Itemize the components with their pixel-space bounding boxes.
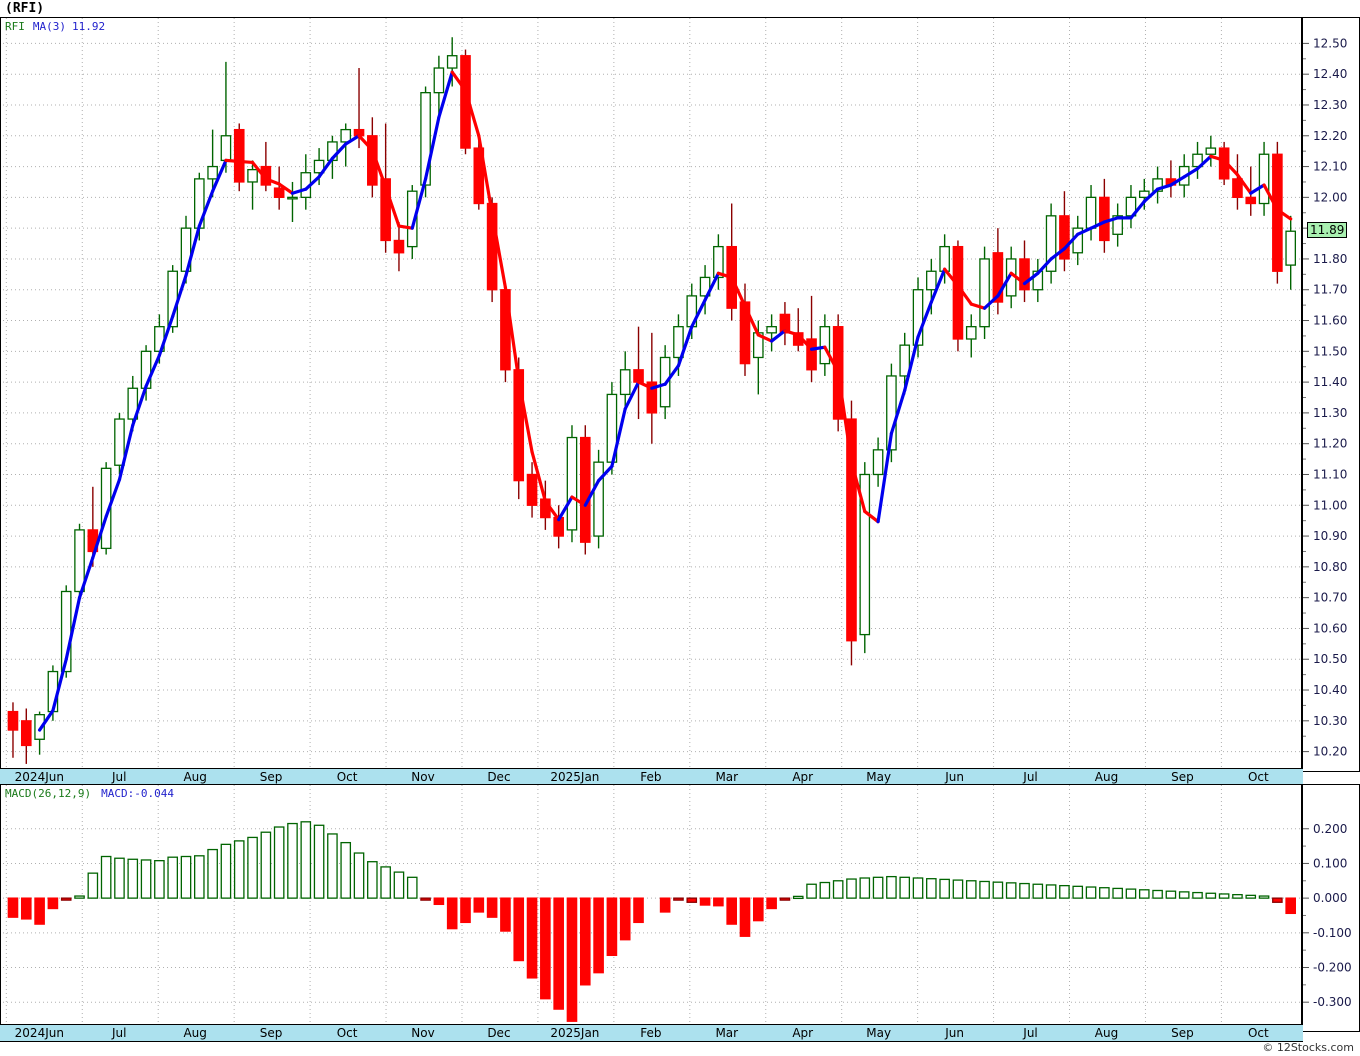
svg-text:11.50: 11.50 [1313,344,1347,358]
date-axis-label: Jun [945,1026,964,1040]
date-axis-label: Oct [336,770,358,784]
svg-text:-0.300: -0.300 [1313,995,1352,1009]
svg-text:12.20: 12.20 [1313,129,1347,143]
svg-text:10.70: 10.70 [1313,591,1347,605]
svg-text:12.50: 12.50 [1313,36,1347,50]
date-axis-label: Oct [1247,1026,1269,1040]
macd-histogram-plot[interactable]: 0.200 0.100 0.000 -0.100 -0.200 -0.300 [1,785,1359,1031]
svg-text:10.50: 10.50 [1313,652,1347,666]
date-axis-label: Sep [259,1026,283,1040]
macd-legend-value: MACD:-0.044 [101,787,174,800]
svg-text:11.60: 11.60 [1313,314,1347,328]
date-axis-label: Sep [259,770,283,784]
svg-text:10.80: 10.80 [1313,560,1347,574]
svg-text:10.20: 10.20 [1313,745,1347,759]
date-axis-label: 2025Jan [550,770,600,784]
date-axis-label: Jul [1023,1026,1038,1040]
date-axis-label: Apr [792,770,814,784]
date-axis-label: Mar [715,1026,739,1040]
date-axis-label: Apr [792,1026,814,1040]
svg-text:12.10: 12.10 [1313,160,1347,174]
svg-text:11.80: 11.80 [1313,252,1347,266]
date-axis-top: 2024Jun Jul Aug Sep Oct Nov Dec 2025Jan Feb Mar Ap… [0,768,1303,786]
date-axis-label: Nov [411,1026,435,1040]
date-axis-label: 2024Jun [14,770,64,784]
current-price-badge: 11.89 [1307,222,1348,239]
macd-legend: MACD(26,12,9) MACD:-0.044 [5,787,174,800]
price-candlestick-plot[interactable]: 12.5012.4012.3012.2012.1012.0011.9011.80… [1,18,1359,771]
date-axis-label: Aug [1094,1026,1119,1040]
date-axis-label: Dec [487,1026,511,1040]
legend-ma-label: MA(3) [32,20,66,33]
date-axis-label: Nov [411,770,435,784]
svg-text:10.40: 10.40 [1313,683,1347,697]
title-bar: (RFI) [0,0,1360,17]
svg-text:-0.100: -0.100 [1313,926,1352,940]
svg-text:-0.200: -0.200 [1313,961,1352,975]
date-axis-label: Dec [487,770,511,784]
date-axis-label: Oct [1247,770,1269,784]
date-axis-label: May [866,1026,892,1040]
page-title: (RFI) [5,1,45,16]
svg-text:0.100: 0.100 [1313,856,1347,870]
date-axis-label: Jul [1023,770,1038,784]
svg-text:12.40: 12.40 [1313,67,1347,81]
date-axis-label: Jun [945,770,964,784]
date-axis-label: Aug [1094,770,1119,784]
svg-text:12.30: 12.30 [1313,98,1347,112]
date-axis-label: Aug [183,770,207,784]
svg-text:11.70: 11.70 [1313,283,1347,297]
date-axis-label: May [866,770,892,784]
legend-ma-value: 11.92 [72,20,106,33]
macd-legend-label: MACD(26,12,9) [5,787,92,800]
price-legend: RFI MA(3) 11.92 [5,20,105,33]
date-axis-bottom: 2024Jun Jul Aug Sep Oct Nov Dec 2025Jan Feb Mar Ap… [0,1024,1303,1042]
svg-text:11.20: 11.20 [1313,437,1347,451]
date-axis-label: Sep [1171,770,1194,784]
svg-text:10.60: 10.60 [1313,621,1347,635]
date-axis-label: Oct [336,1026,358,1040]
svg-text:10.90: 10.90 [1313,529,1347,543]
svg-text:0.000: 0.000 [1313,891,1347,905]
svg-text:11.30: 11.30 [1313,406,1347,420]
price-chart-panel[interactable]: RFI MA(3) 11.92 12.50 12.40 12.30 12.20 12.10 1… [0,17,1360,772]
svg-text:11.00: 11.00 [1313,498,1347,512]
svg-text:12.00: 12.00 [1313,190,1347,204]
svg-text:0.200: 0.200 [1313,822,1347,836]
date-axis-label: Feb [640,1026,662,1040]
svg-text:11.40: 11.40 [1313,375,1347,389]
date-axis-label: Mar [715,770,739,784]
svg-text:10.30: 10.30 [1313,714,1347,728]
date-axis-label: 2024Jun [14,1026,64,1040]
date-axis-label: Jul [111,770,127,784]
date-axis-label: Sep [1171,1026,1194,1040]
macd-chart-panel[interactable]: MACD(26,12,9) MACD:-0.044 0.200 0.100 0.000… [0,784,1360,1032]
legend-symbol: RFI [5,20,25,33]
svg-text:11.10: 11.10 [1313,467,1347,481]
date-axis-label: Feb [640,770,662,784]
date-axis-label: Jul [111,1026,127,1040]
copyright-footer: © 12Stocks.com [1262,1041,1354,1054]
date-axis-label: Aug [183,1026,207,1040]
date-axis-label: 2025Jan [550,1026,600,1040]
